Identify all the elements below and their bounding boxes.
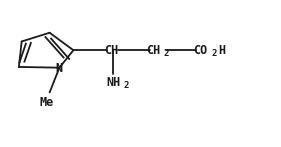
Text: CO: CO — [193, 44, 207, 57]
Text: NH: NH — [106, 76, 120, 89]
Text: 2: 2 — [123, 81, 128, 90]
Text: Me: Me — [40, 96, 54, 109]
Text: CH: CH — [104, 44, 118, 57]
Text: 2: 2 — [164, 49, 169, 58]
Text: N: N — [56, 62, 63, 75]
Text: CH: CH — [146, 44, 160, 57]
Text: 2: 2 — [211, 49, 216, 58]
Text: H: H — [218, 44, 225, 57]
